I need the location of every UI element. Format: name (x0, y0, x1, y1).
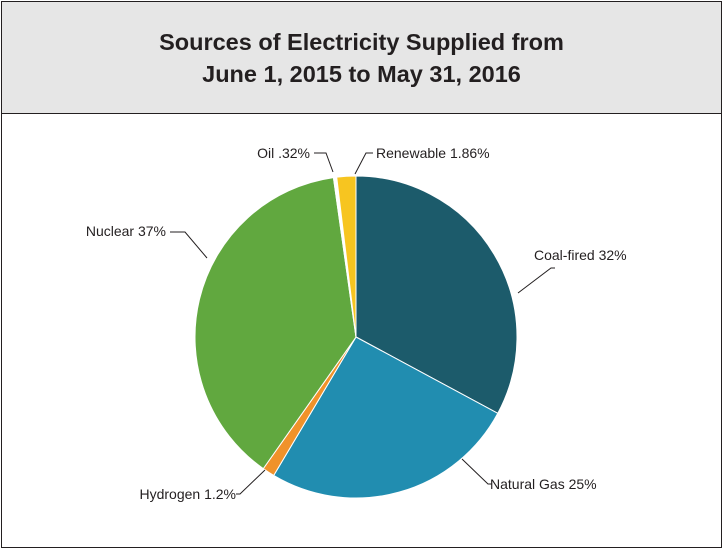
pie-slice-coal (355, 175, 518, 415)
leader-line-renewable (354, 152, 373, 175)
leader-line-coal (517, 267, 555, 294)
slice-label-nuclear: Nuclear 37% (86, 223, 166, 239)
leader-line-gas (461, 458, 492, 485)
slice-label-coal-fired: Coal-fired 32% (534, 247, 627, 263)
leader-line-oil (314, 152, 334, 173)
slice-label-hydrogen: Hydrogen 1.2% (139, 486, 236, 502)
leader-line-hydrogen (236, 469, 266, 495)
chart-title-line-2: June 1, 2015 to May 31, 2016 (202, 60, 521, 87)
label-leaders (170, 152, 555, 495)
chart-header: Sources of Electricity Supplied from Jun… (2, 2, 721, 114)
slice-label-oil: Oil .32% (257, 145, 310, 161)
pie-slice-nuclear (194, 177, 357, 470)
leader-line-nuclear (170, 231, 208, 259)
chart-title-line-1: Sources of Electricity Supplied from (159, 28, 564, 55)
slice-label-renewable: Renewable 1.86% (376, 145, 490, 161)
slice-label-natural-gas: Natural Gas 25% (490, 476, 597, 492)
pie-slice-renewable (336, 175, 357, 338)
pie-slice-gas (273, 336, 499, 499)
pie-slices (194, 175, 518, 499)
